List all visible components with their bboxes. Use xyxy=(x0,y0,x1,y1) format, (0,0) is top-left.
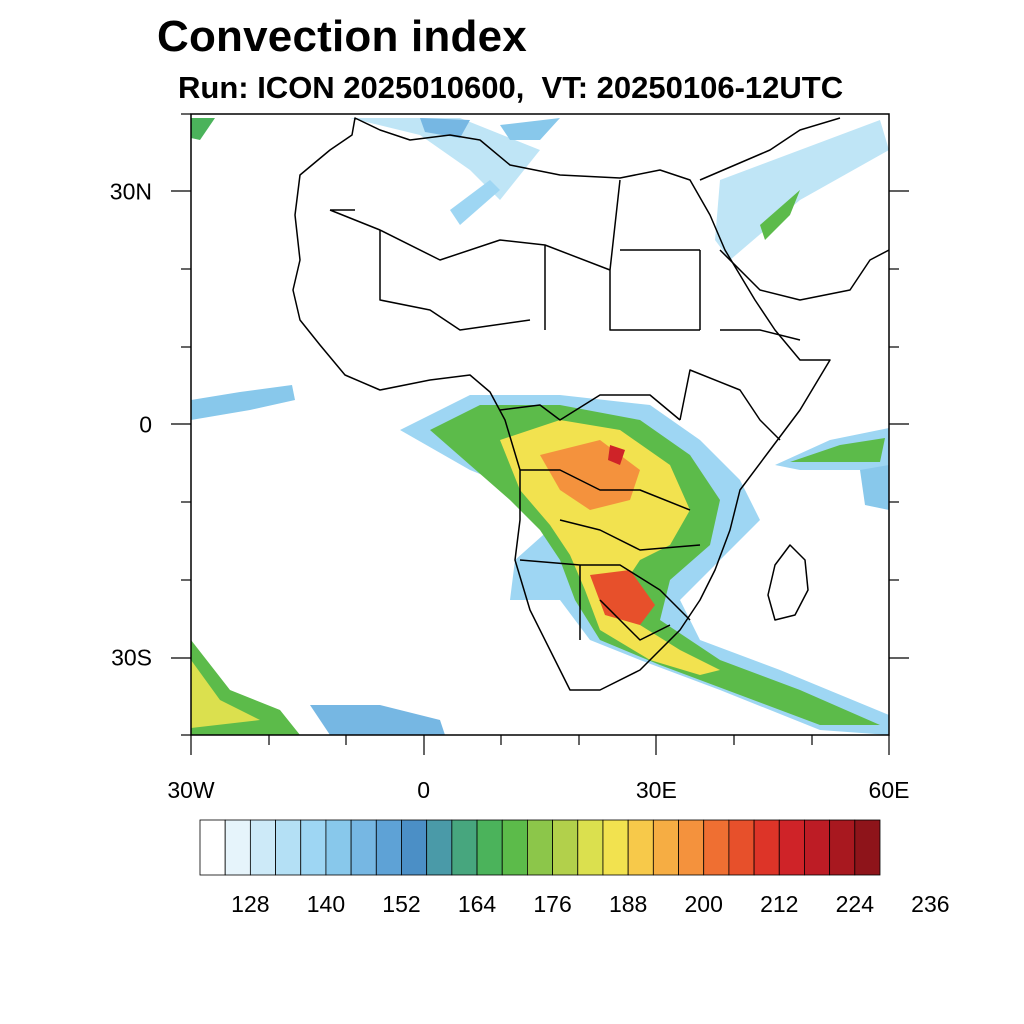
colorbar-swatch xyxy=(829,819,856,876)
lon-label: 30W xyxy=(167,777,215,803)
lat-label: 30N xyxy=(110,179,152,205)
colorbar-swatch xyxy=(854,819,881,876)
field-southwest-core xyxy=(191,660,260,728)
lon-label: 30E xyxy=(636,777,677,803)
lat-label: 30S xyxy=(111,644,152,670)
field-africa-inner xyxy=(500,420,720,675)
colorbar-swatch xyxy=(401,819,428,876)
colorbar-swatch xyxy=(678,819,705,876)
colorbar-label: 128 xyxy=(231,891,269,917)
field-mideast-streak xyxy=(715,120,889,260)
colorbar-swatch xyxy=(275,819,302,876)
colorbar-swatch xyxy=(426,819,453,876)
colorbar-label: 236 xyxy=(911,891,949,917)
latitude-labels: 30N 0 30S xyxy=(110,179,152,671)
colorbar-swatch xyxy=(476,819,503,876)
field-sahara-streak xyxy=(450,180,500,225)
field-indian-ocean-core xyxy=(790,438,885,462)
colorbar-swatch xyxy=(652,819,679,876)
field-africa-hot-2 xyxy=(590,570,655,625)
field-africa-hot-3 xyxy=(608,445,625,465)
colorbar-label: 140 xyxy=(307,891,345,917)
country-borders-central xyxy=(499,394,701,641)
colorbar-label: 164 xyxy=(458,891,497,917)
field-north-streak-2 xyxy=(420,118,470,138)
colorbar-label: 212 xyxy=(760,891,798,917)
colorbar-swatch xyxy=(804,819,831,876)
map-title: Convection index xyxy=(157,12,527,61)
colorbar-swatch xyxy=(753,819,780,876)
colorbar-swatch xyxy=(199,819,226,876)
colorbar-swatch xyxy=(577,819,604,876)
lon-label: 60E xyxy=(869,777,910,803)
field-north-streak-1 xyxy=(350,118,540,200)
field-mideast-core xyxy=(760,190,800,240)
colorbar-label: 188 xyxy=(609,891,647,917)
colorbar-label: 176 xyxy=(533,891,571,917)
colorbar-label: 152 xyxy=(382,891,420,917)
madagascar xyxy=(767,544,809,621)
colorbar-label: 224 xyxy=(836,891,875,917)
colorbar-swatch xyxy=(703,819,730,876)
colorbar-swatch xyxy=(249,819,276,876)
longitude-labels: 30W 0 30E 60E xyxy=(167,777,909,803)
colorbar-label: 200 xyxy=(685,891,723,917)
colorbar-swatch xyxy=(325,819,352,876)
field-northwest-patch xyxy=(191,118,215,140)
colorbar xyxy=(199,819,881,876)
field-south-atlantic xyxy=(310,705,445,735)
colorbar-swatch xyxy=(627,819,654,876)
africa-coastline xyxy=(292,117,831,691)
country-borders-east xyxy=(679,329,801,441)
colorbar-swatch xyxy=(375,819,402,876)
field-indian-ocean-east xyxy=(860,465,889,510)
country-borders-north xyxy=(329,179,701,331)
colorbar-swatch xyxy=(501,819,528,876)
arabia-coastline xyxy=(699,117,889,301)
colorbar-swatch xyxy=(778,819,805,876)
colorbar-swatch xyxy=(300,819,327,876)
colorbar-swatch xyxy=(602,819,629,876)
coastlines-and-borders xyxy=(292,117,889,691)
convection-field xyxy=(191,118,889,735)
colorbar-swatch xyxy=(527,819,553,876)
lon-label: 0 xyxy=(417,777,430,803)
map-ticks xyxy=(171,113,909,755)
map-subtitle: Run: ICON 2025010600, VT: 20250106-12UTC xyxy=(178,70,844,105)
colorbar-swatch xyxy=(728,819,755,876)
colorbar-swatch xyxy=(224,819,251,876)
field-north-streak-3 xyxy=(500,118,560,140)
field-atlantic-band xyxy=(191,385,295,420)
colorbar-swatch xyxy=(451,819,478,876)
colorbar-swatch xyxy=(552,819,579,876)
colorbar-tick-labels: 128 140 152 164 176 188 200 212 224 236 xyxy=(231,891,949,917)
colorbar-swatch xyxy=(350,819,377,876)
lat-label: 0 xyxy=(139,412,152,438)
